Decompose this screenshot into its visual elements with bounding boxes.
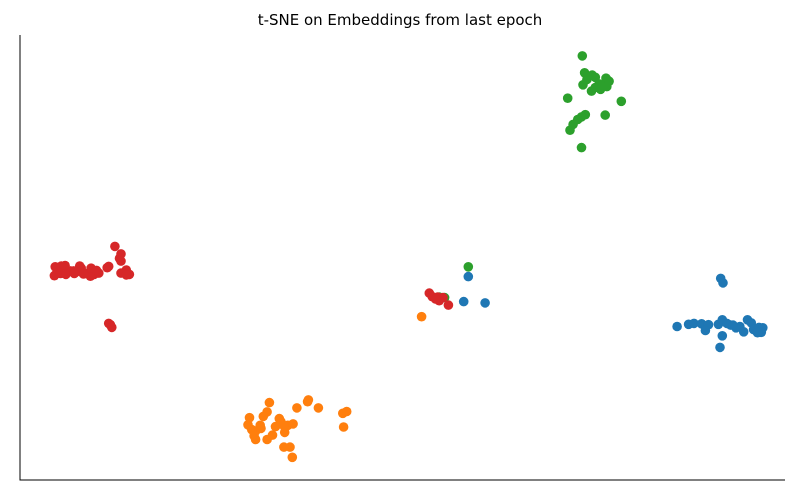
scatter-point-series-4 (103, 261, 114, 272)
scatter-point-series-1 (700, 325, 711, 336)
scatter-point-series-2 (341, 406, 352, 417)
scatter-point-series-2 (292, 403, 302, 413)
scatter-point-series-1 (752, 327, 763, 338)
scatter-point-series-4 (430, 294, 441, 304)
scatter-point-series-1 (717, 331, 728, 341)
scatter-point-series-2 (250, 434, 261, 445)
scatter-point-series-1 (718, 278, 728, 288)
scatter-point-series-1 (672, 321, 682, 332)
scatter-point-series-2 (303, 395, 314, 405)
scatter-point-series-3 (577, 51, 588, 61)
scatter-point-series-2 (264, 397, 275, 408)
scatter-point-series-1 (463, 271, 474, 282)
chart-title: t-SNE on Embeddings from last epoch (257, 11, 543, 29)
scatter-point-series-3 (578, 80, 588, 90)
scatter-point-series-2 (244, 412, 255, 423)
scatter-point-series-3 (576, 142, 587, 153)
scatter-point-series-3 (562, 93, 573, 103)
scatter-point-series-4 (78, 269, 89, 279)
scatter-point-series-1 (715, 342, 725, 353)
scatter-point-series-2 (279, 420, 289, 431)
scatter-point-series-3 (463, 262, 474, 272)
scatter-point-series-3 (604, 76, 614, 87)
scatter-point-series-1 (480, 298, 490, 308)
scatter-point-series-4 (61, 269, 71, 280)
scatter-point-series-1 (728, 320, 738, 330)
scatter-point-series-2 (279, 442, 289, 452)
scatter-point-series-2 (267, 430, 278, 440)
scatter-point-series-3 (565, 125, 575, 135)
scatter-point-series-4 (69, 268, 80, 279)
scatter-point-series-2 (256, 423, 266, 434)
scatter-point-series-4 (110, 241, 120, 252)
scatter-point-series-2 (287, 452, 298, 463)
scatter-point-series-2 (258, 411, 269, 422)
scatter-point-series-1 (738, 327, 749, 337)
scatter-point-series-3 (586, 86, 597, 96)
scatter-point-series-2 (288, 419, 298, 429)
scatter-point-series-3 (616, 96, 627, 107)
scatter-point-series-1 (458, 296, 469, 307)
scatter-point-series-2 (313, 403, 324, 413)
scatter-point-series-1 (689, 318, 699, 329)
point-layer (49, 51, 768, 463)
scatter-point-series-3 (600, 110, 610, 120)
scatter-point-series-2 (338, 422, 349, 432)
scatter-point-series-4 (91, 265, 102, 276)
scatter-point-series-4 (443, 300, 454, 310)
scatter-point-series-4 (114, 253, 125, 264)
scatter-point-series-4 (107, 322, 117, 333)
scatter-point-series-2 (416, 311, 427, 322)
scatter-point-series-2 (274, 413, 285, 424)
scatter-point-series-4 (121, 270, 132, 280)
